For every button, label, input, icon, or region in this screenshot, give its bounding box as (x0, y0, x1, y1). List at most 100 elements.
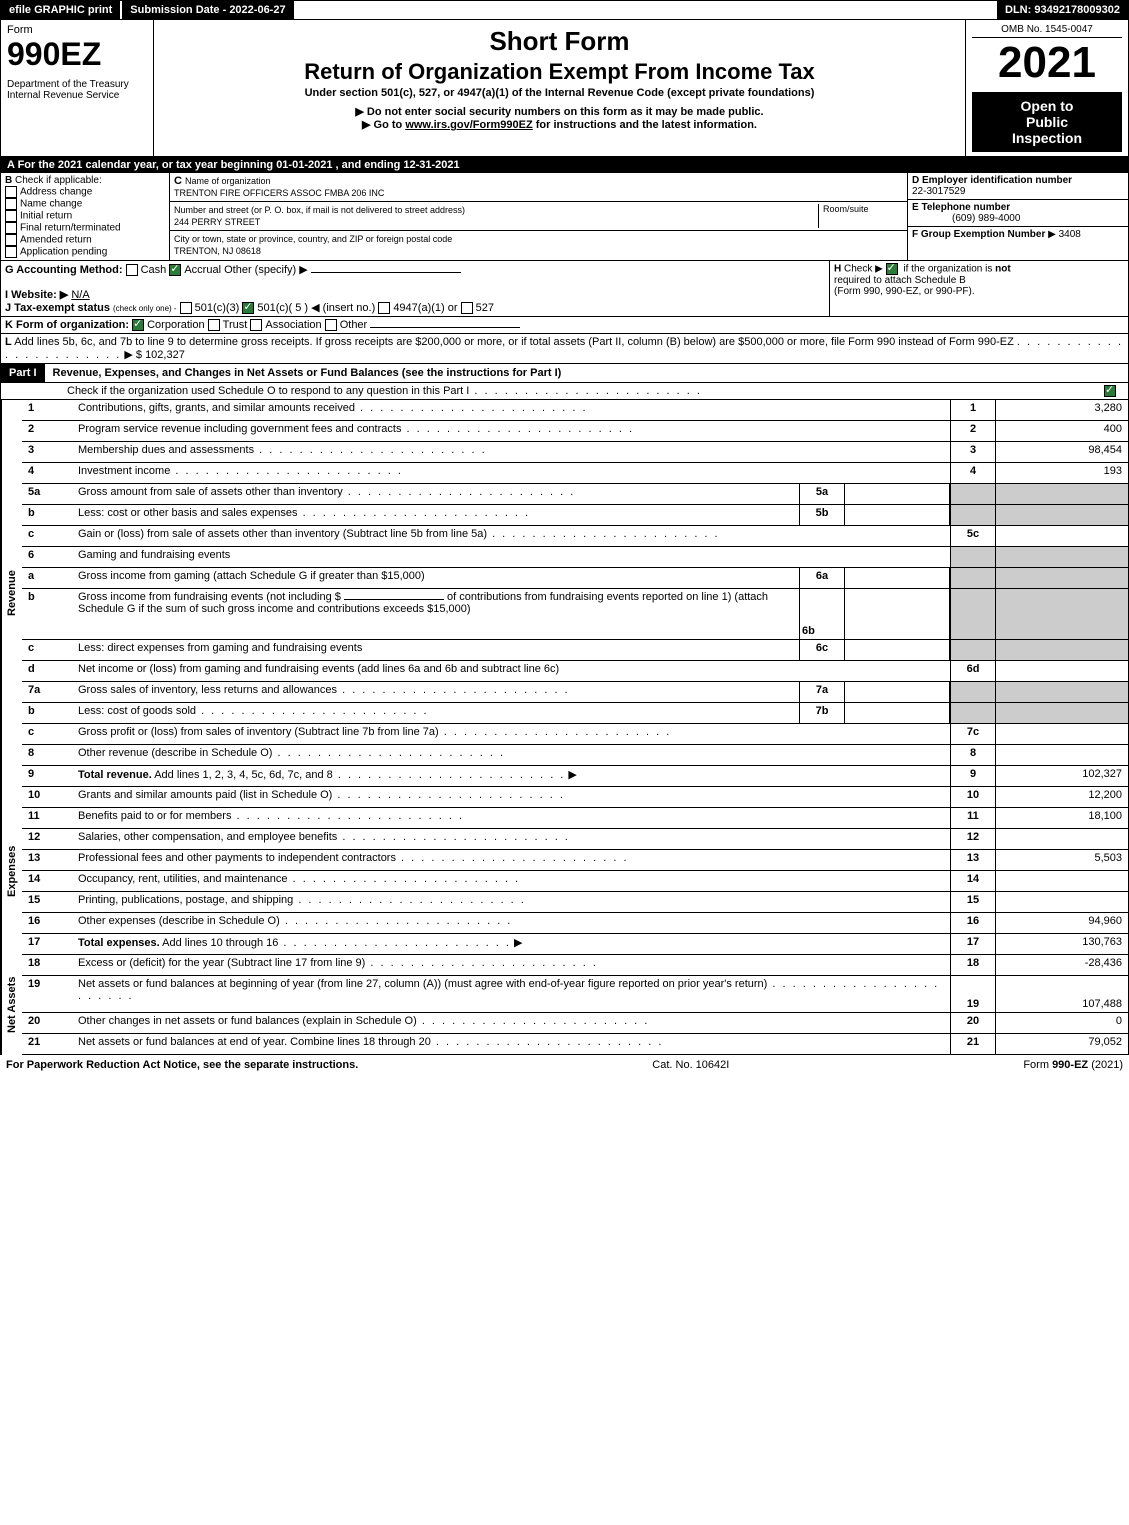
j-sub: (check only one) - (113, 304, 177, 313)
other-checkbox[interactable] (325, 319, 337, 331)
cash-checkbox[interactable] (126, 264, 138, 276)
h-not: not (995, 264, 1011, 275)
footer: For Paperwork Reduction Act Notice, see … (0, 1055, 1129, 1075)
website: N/A (71, 289, 89, 301)
line-7b: bLess: cost of goods sold 7b (22, 703, 1129, 724)
4947-checkbox[interactable] (378, 302, 390, 314)
h-text1: if the organization is (903, 264, 995, 275)
footer-mid: Cat. No. 10642I (652, 1059, 729, 1071)
line-1: 1Contributions, gifts, grants, and simil… (22, 400, 1129, 421)
netassets-section: Net Assets 18Excess or (deficit) for the… (0, 955, 1129, 1055)
j-label: J Tax-exempt status (5, 302, 110, 314)
line-5b: bLess: cost or other basis and sales exp… (22, 505, 1129, 526)
line-11: 11Benefits paid to or for members 1118,1… (22, 808, 1129, 829)
address-change-checkbox[interactable] (5, 186, 17, 198)
top-bar: efile GRAPHIC print Submission Date - 20… (0, 0, 1129, 20)
name-change-label: Name change (20, 199, 82, 210)
netassets-vlabel: Net Assets (1, 955, 22, 1055)
org-name: TRENTON FIRE OFFICERS ASSOC FMBA 206 INC (174, 188, 384, 198)
part1-check-text: Check if the organization used Schedule … (7, 385, 1104, 397)
corp-checkbox[interactable] (132, 319, 144, 331)
501c-checkbox[interactable] (242, 302, 254, 314)
line-6a: aGross income from gaming (attach Schedu… (22, 568, 1129, 589)
b-label: B (5, 175, 12, 186)
revenue-vlabel: Revenue (1, 400, 22, 787)
f-label: F Group Exemption Number (912, 229, 1045, 240)
line-5a: 5aGross amount from sale of assets other… (22, 484, 1129, 505)
l-arrow: ▶ $ (124, 349, 142, 361)
k-label: K Form of organization: (5, 319, 129, 331)
part1-label: Part I (1, 364, 45, 382)
efile-cell[interactable]: efile GRAPHIC print (1, 1, 120, 19)
footer-right: Form 990-EZ (2021) (1023, 1059, 1123, 1071)
part1-checkbox[interactable] (1104, 385, 1116, 397)
accrual-checkbox[interactable] (169, 264, 181, 276)
f-num: 3408 (1059, 229, 1081, 240)
city-label: City or town, state or province, country… (174, 234, 452, 244)
501c-label: 501(c)( 5 ) ◀ (insert no.) (257, 302, 375, 314)
revenue-section: Revenue 1Contributions, gifts, grants, a… (0, 400, 1129, 787)
line-20: 20Other changes in net assets or fund ba… (22, 1013, 1129, 1034)
line-6d: dNet income or (loss) from gaming and fu… (22, 661, 1129, 682)
initial-return-label: Initial return (20, 211, 72, 222)
phone: (609) 989-4000 (912, 213, 1020, 224)
final-return-checkbox[interactable] (5, 222, 17, 234)
line-18: 18Excess or (deficit) for the year (Subt… (22, 955, 1129, 976)
line-14: 14Occupancy, rent, utilities, and mainte… (22, 871, 1129, 892)
city: TRENTON, NJ 08618 (174, 246, 261, 256)
line-7c: cGross profit or (loss) from sales of in… (22, 724, 1129, 745)
assoc-checkbox[interactable] (250, 319, 262, 331)
sections-bcd: B Check if applicable: Address change Na… (0, 173, 1129, 261)
cash-label: Cash (141, 264, 167, 276)
line-17: 17Total expenses. Add lines 10 through 1… (22, 934, 1129, 955)
app-pending-checkbox[interactable] (5, 246, 17, 258)
line-13: 13Professional fees and other payments t… (22, 850, 1129, 871)
c-name-label: Name of organization (185, 176, 271, 186)
501c3-checkbox[interactable] (180, 302, 192, 314)
section-k: K Form of organization: Corporation Trus… (0, 317, 1129, 334)
line-5c: cGain or (loss) from sale of assets othe… (22, 526, 1129, 547)
short-form-title: Short Form (160, 26, 959, 57)
street-label: Number and street (or P. O. box, if mail… (174, 205, 465, 215)
accrual-label: Accrual (184, 264, 221, 276)
expenses-section: Expenses 10Grants and similar amounts pa… (0, 787, 1129, 955)
line-19: 19Net assets or fund balances at beginni… (22, 976, 1129, 1013)
line-9: 9Total revenue. Add lines 1, 2, 3, 4, 5c… (22, 766, 1129, 787)
h-checkbox[interactable] (886, 263, 898, 275)
corp-label: Corporation (147, 319, 204, 331)
part1-title: Revenue, Expenses, and Changes in Net As… (45, 367, 562, 379)
initial-return-checkbox[interactable] (5, 210, 17, 222)
expenses-vlabel: Expenses (1, 787, 22, 955)
room-suite: Room/suite (818, 204, 903, 228)
e-label: E Telephone number (912, 202, 1010, 213)
subtitle: Under section 501(c), 527, or 4947(a)(1)… (160, 87, 959, 99)
warn: ▶ Do not enter social security numbers o… (160, 105, 959, 118)
trust-checkbox[interactable] (208, 319, 220, 331)
line-3: 3Membership dues and assessments 398,454 (22, 442, 1129, 463)
dln-cell: DLN: 93492178009302 (997, 1, 1128, 19)
line-2: 2Program service revenue including gover… (22, 421, 1129, 442)
main-title: Return of Organization Exempt From Incom… (160, 59, 959, 85)
amended-label: Amended return (20, 235, 92, 246)
527-checkbox[interactable] (461, 302, 473, 314)
name-change-checkbox[interactable] (5, 198, 17, 210)
f-arrow: ▶ (1048, 229, 1056, 240)
omb: OMB No. 1545-0047 (972, 24, 1122, 38)
footer-left: For Paperwork Reduction Act Notice, see … (6, 1059, 358, 1071)
section-l: L Add lines 5b, 6c, and 7b to line 9 to … (0, 334, 1129, 364)
irs-link[interactable]: www.irs.gov/Form990EZ (405, 119, 532, 131)
part1-check: Check if the organization used Schedule … (0, 383, 1129, 400)
h-check: Check ▶ (844, 264, 883, 275)
line-16: 16Other expenses (describe in Schedule O… (22, 913, 1129, 934)
h-label: H (834, 264, 841, 275)
trust-label: Trust (223, 319, 248, 331)
g-label: G Accounting Method: (5, 264, 123, 276)
line-6c: cLess: direct expenses from gaming and f… (22, 640, 1129, 661)
section-a: A For the 2021 calendar year, or tax yea… (0, 157, 1129, 173)
line-12: 12Salaries, other compensation, and empl… (22, 829, 1129, 850)
line-21: 21Net assets or fund balances at end of … (22, 1034, 1129, 1055)
other-label: Other (340, 319, 368, 331)
submission-cell: Submission Date - 2022-06-27 (120, 1, 293, 19)
amended-checkbox[interactable] (5, 234, 17, 246)
h-text2: required to attach Schedule B (834, 275, 966, 286)
